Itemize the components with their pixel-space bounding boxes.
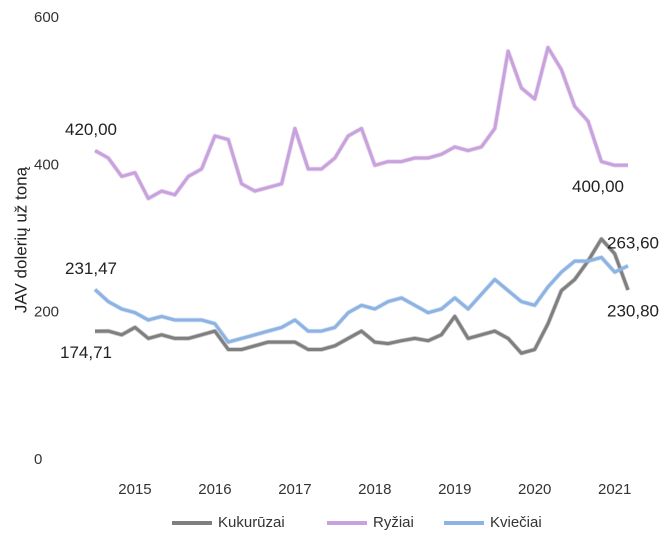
series-line-outline xyxy=(94,236,631,356)
x-tick-label: 2021 xyxy=(598,481,631,498)
x-tick-label: 2019 xyxy=(438,481,471,498)
x-tick-label: 2015 xyxy=(118,481,151,498)
legend-label: Ryžiai xyxy=(373,514,414,531)
data-label: 230,80 xyxy=(607,301,659,320)
legend-item: Ryžiai xyxy=(327,514,414,531)
y-tick-label: 600 xyxy=(34,9,59,26)
data-label: 420,00 xyxy=(65,120,117,139)
x-tick-label: 2017 xyxy=(278,481,311,498)
y-axis-label: JAV dolerių už toną xyxy=(11,166,30,313)
x-tick-label: 2018 xyxy=(358,481,391,498)
series-line-outline xyxy=(93,45,628,201)
series-line xyxy=(94,237,630,355)
data-label: 263,60 xyxy=(607,233,659,252)
data-label: 231,47 xyxy=(65,259,117,278)
data-label: 400,00 xyxy=(572,177,624,196)
series-line xyxy=(93,255,629,344)
y-tick-label: 400 xyxy=(34,156,59,173)
y-tick-label: 0 xyxy=(34,451,42,468)
x-tick-label: 2016 xyxy=(198,481,231,498)
y-tick-label: 200 xyxy=(34,304,59,321)
legend-item: Kviečiai xyxy=(444,514,542,531)
data-label: 174,71 xyxy=(60,343,112,362)
legend-label: Kviečiai xyxy=(490,514,542,531)
x-tick-label: 2020 xyxy=(518,481,551,498)
legend-item: Kukurūzai xyxy=(172,514,285,531)
legend-label: Kukurūzai xyxy=(218,514,285,531)
series-line xyxy=(94,46,628,200)
